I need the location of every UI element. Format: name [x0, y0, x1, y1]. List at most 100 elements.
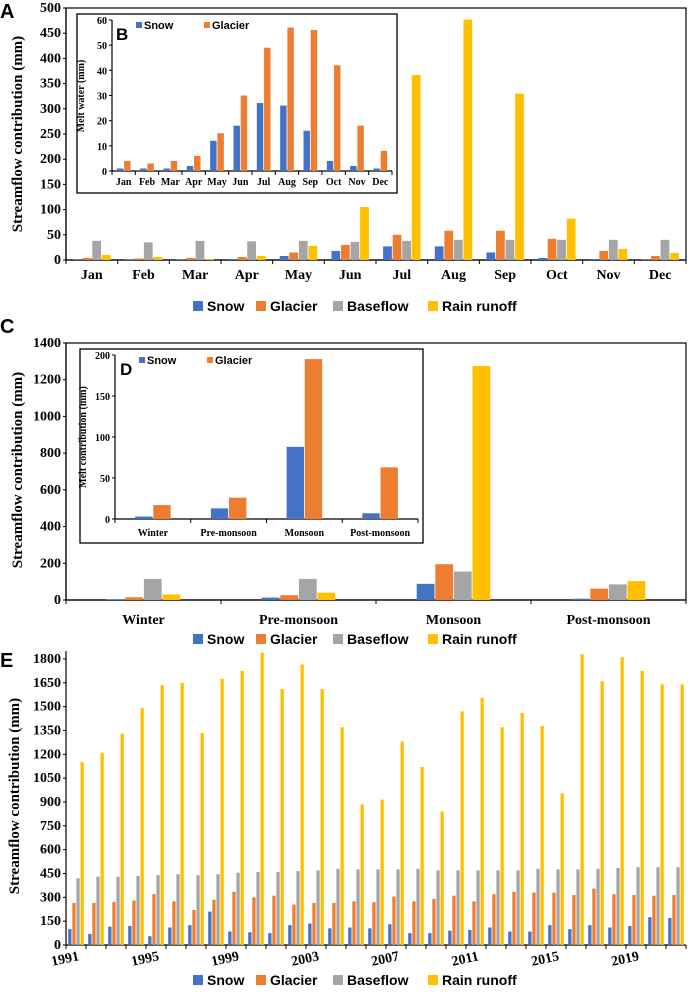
y-tick-label: 0	[102, 167, 107, 178]
bar-rain-runoff	[660, 684, 664, 945]
x-tick-label: Apr	[185, 177, 203, 188]
legend-swatch	[333, 301, 343, 311]
bar-baseflow	[576, 869, 580, 945]
legend-label: Rain runoff	[442, 972, 517, 988]
bar-snow	[428, 933, 432, 945]
bar-glacier	[192, 910, 196, 945]
panel-label-B: B	[116, 25, 128, 44]
bar-rain-runoff	[460, 711, 464, 945]
bar-rain-runoff	[100, 752, 104, 945]
y-tick-label: 500	[40, 1, 61, 16]
legend-swatch	[428, 634, 438, 644]
bar-rain-runoff	[280, 689, 284, 945]
legend-label: Glacier	[270, 972, 318, 988]
legend-swatch	[193, 975, 203, 985]
bar-glacier	[435, 564, 454, 600]
bar-glacier	[592, 888, 596, 945]
y-tick-label: 0	[105, 515, 110, 526]
bar-glacier	[444, 230, 454, 260]
bar-snow	[434, 246, 444, 260]
x-tick-label: Sep	[494, 268, 516, 283]
x-tick-label: Pre-monsoon	[259, 613, 338, 628]
bar-baseflow	[516, 870, 520, 945]
bar-baseflow	[316, 870, 320, 945]
bar-baseflow	[92, 240, 101, 260]
bar-baseflow	[256, 871, 260, 945]
x-tick-label: Winter	[138, 528, 169, 539]
y-tick-label: 50	[47, 228, 61, 243]
bar-rain-runoff	[420, 767, 424, 945]
bar-glacier	[352, 901, 356, 945]
y-tick-label: 1050	[33, 771, 61, 786]
y-tick-label: 0	[54, 253, 61, 268]
y-tick-label: 1800	[33, 652, 61, 667]
y-tick-label: 200	[40, 152, 61, 167]
bar-rain-runoff	[360, 207, 369, 260]
bar-snow	[188, 925, 192, 945]
bar-rain-runoff	[500, 727, 504, 945]
bar-snow	[210, 508, 229, 519]
bar-snow	[140, 168, 147, 171]
bar-glacier	[496, 230, 505, 260]
bar-glacier	[112, 902, 116, 945]
bar-snow	[210, 140, 217, 171]
legend-label: Snow	[207, 631, 244, 647]
x-tick-label: Jun	[339, 268, 362, 283]
bar-snow	[388, 924, 392, 945]
bar-rain-runoff	[670, 252, 679, 260]
y-tick-label: 100	[40, 203, 61, 218]
bar-rain-runoff	[400, 741, 404, 945]
bar-snow	[208, 911, 212, 945]
legend-label: Rain runoff	[442, 298, 517, 314]
y-tick-label: 1350	[33, 723, 61, 738]
bar-glacier	[132, 900, 136, 945]
bar-snow	[571, 598, 590, 600]
bar-glacier	[572, 894, 576, 945]
bar-glacier	[152, 894, 156, 945]
bar-snow	[486, 252, 496, 260]
legend-label: Baseflow	[347, 631, 409, 647]
x-tick-label: Jul	[257, 177, 271, 188]
x-tick-label: Mar	[182, 268, 208, 283]
x-tick-label: Nov	[596, 268, 620, 283]
bar-baseflow	[402, 240, 411, 260]
bar-glacier	[672, 894, 676, 945]
bar-rain-runoff	[320, 689, 324, 945]
bar-glacier	[392, 896, 396, 945]
bar-rain-runoff	[340, 727, 344, 945]
bar-glacier	[590, 588, 609, 600]
bar-glacier	[134, 258, 144, 260]
bar-rain-runoff	[600, 681, 604, 945]
bar-rain-runoff	[618, 248, 628, 260]
y-axis-label: Melt water (mm)	[76, 60, 87, 133]
bar-snow	[261, 597, 280, 600]
legend-A: Snow Glacier Baseflow Rain runoff	[193, 298, 517, 314]
y-tick-label: 600	[40, 843, 61, 858]
bar-baseflow	[596, 868, 600, 945]
bar-glacier	[599, 250, 609, 260]
y-tick-label: 450	[40, 866, 61, 881]
bar-baseflow	[416, 868, 420, 945]
bar-snow	[186, 165, 194, 171]
bar-rain-runoff	[472, 365, 491, 600]
bar-glacier	[412, 901, 416, 945]
panel-label-E: E	[0, 650, 13, 672]
y-tick-label: 40	[97, 66, 107, 77]
bar-snow	[228, 931, 232, 945]
bar-glacier	[552, 892, 556, 945]
bar-snow	[68, 929, 72, 945]
bar-baseflow	[356, 869, 360, 945]
bar-baseflow	[396, 869, 400, 945]
bar-rain-runoff	[566, 218, 576, 260]
y-tick-label: 1000	[33, 409, 61, 424]
legend-label: Snow	[207, 972, 244, 988]
bar-glacier	[310, 30, 318, 171]
bar-rain-runoff	[200, 732, 204, 945]
y-tick-label: 350	[40, 77, 61, 92]
bar-baseflow	[453, 571, 472, 600]
bar-snow	[608, 927, 612, 945]
y-axis-label: Streamflow contribution (mm)	[7, 698, 23, 894]
bar-rain-runoff	[520, 712, 524, 945]
y-tick-label: 450	[40, 26, 61, 41]
